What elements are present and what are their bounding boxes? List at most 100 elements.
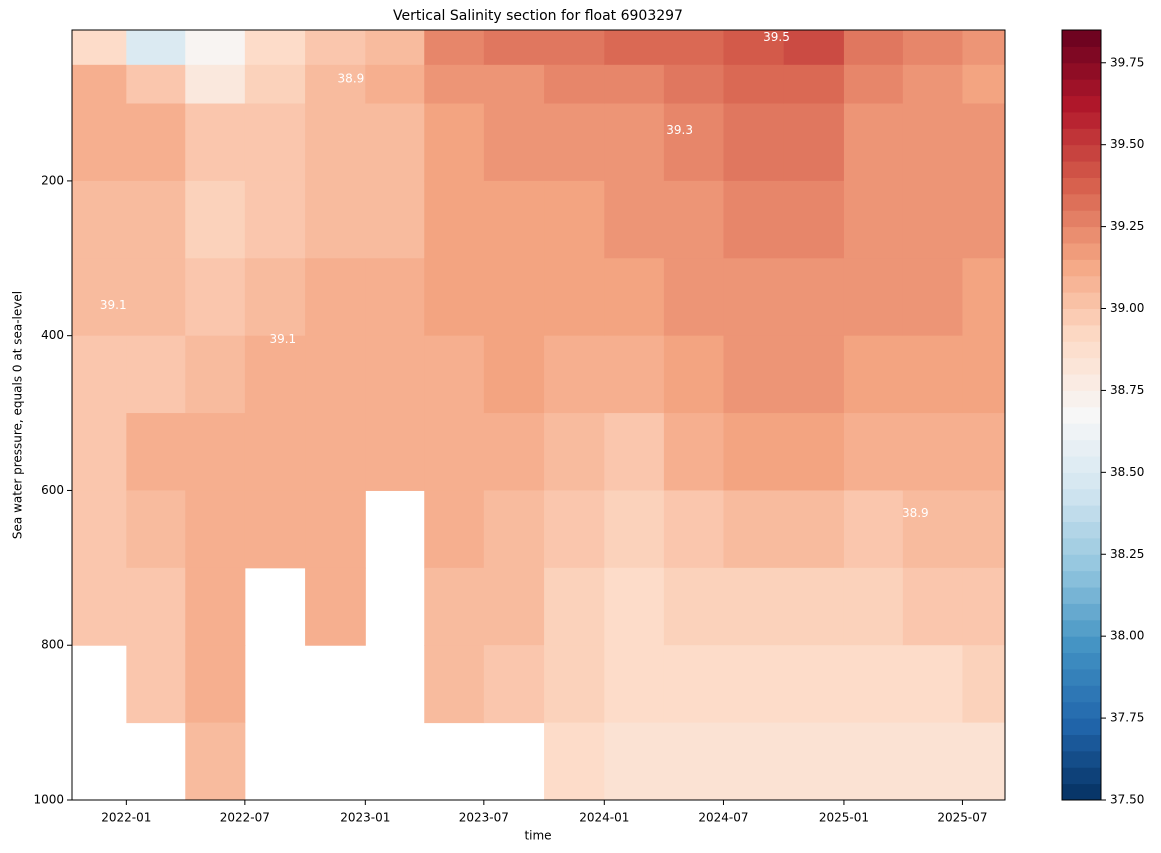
field-cell: [544, 103, 605, 182]
field-cell: [843, 567, 904, 646]
colorbar-band: [1062, 177, 1101, 195]
y-tick-label: 800: [41, 638, 64, 652]
field-cell: [544, 490, 605, 569]
field-cell: [483, 413, 545, 491]
y-tick-label: 200: [41, 173, 64, 187]
colorbar-band: [1062, 587, 1101, 604]
colorbar-band: [1062, 62, 1101, 80]
field-cell: [72, 413, 127, 491]
colorbar-tick-label: 39.50: [1110, 137, 1144, 151]
field-cell: [126, 103, 186, 182]
field-cell: [424, 30, 485, 66]
colorbar-band: [1062, 488, 1101, 506]
field-cell: [663, 567, 724, 646]
colorbar-band: [1062, 144, 1101, 162]
contour-label: 39.1: [100, 298, 127, 312]
field-cell: [126, 30, 186, 66]
field-cell: [126, 258, 186, 337]
field-cell: [723, 413, 785, 491]
colorbar-band: [1062, 423, 1101, 441]
field-cell: [902, 722, 963, 801]
field-cell: [244, 64, 306, 105]
field-cell: [783, 258, 845, 337]
field-cell: [424, 258, 485, 337]
colorbar-tick-label: 37.50: [1110, 793, 1144, 807]
colorbar-band: [1062, 668, 1101, 686]
colorbar-band: [1062, 701, 1101, 719]
field-cell: [544, 413, 605, 491]
field-cell: [902, 335, 963, 414]
field-cell: [663, 490, 724, 569]
field-cell: [185, 490, 246, 569]
colorbar-tick-label: 39.25: [1110, 219, 1144, 233]
field-cell: [663, 258, 724, 337]
field-cell: [126, 180, 186, 259]
field-cell: [72, 30, 127, 66]
field-cell: [544, 258, 605, 337]
field-cell: [185, 567, 246, 646]
field-cell: [185, 180, 246, 259]
colorbar-band: [1062, 161, 1101, 178]
field-cell: [424, 180, 485, 259]
colorbar-tick-label: 39.75: [1110, 55, 1144, 69]
colorbar-band: [1062, 390, 1101, 408]
field-cell: [783, 335, 845, 414]
field-cell: [783, 30, 845, 66]
field-cell: [72, 103, 127, 182]
field-cell: [604, 490, 665, 569]
field-cell: [604, 258, 665, 337]
field-cell: [663, 103, 724, 182]
colorbar-band: [1062, 472, 1101, 490]
field-cell: [604, 645, 665, 724]
field-cell: [365, 103, 425, 182]
field-cell: [902, 64, 963, 105]
field-cell: [483, 30, 545, 66]
field-cell: [244, 258, 306, 337]
field-cell: [185, 335, 246, 414]
field-cell: [72, 180, 127, 259]
field-cell: [544, 645, 605, 724]
field-cell: [72, 490, 127, 569]
field-cell: [902, 30, 963, 66]
field-cell: [483, 64, 545, 105]
field-cell: [185, 722, 246, 801]
field-cell: [723, 103, 785, 182]
colorbar-band: [1062, 79, 1101, 97]
field-cell: [365, 180, 425, 259]
field-cell: [604, 30, 665, 66]
x-tick-label: 2025-07: [937, 811, 987, 825]
field-cell: [424, 413, 485, 491]
field-cell: [604, 413, 665, 491]
field-cell: [604, 722, 665, 801]
field-cell: [244, 490, 306, 569]
colorbar-band: [1062, 292, 1101, 310]
field-cell: [544, 722, 605, 801]
y-tick-label: 1000: [33, 793, 64, 807]
field-cell: [723, 180, 785, 259]
field-cell: [783, 490, 845, 569]
field-cell: [544, 180, 605, 259]
field-cell: [305, 103, 366, 182]
chart-title: Vertical Salinity section for float 6903…: [393, 8, 683, 24]
field-cell: [544, 64, 605, 105]
field-cell: [544, 567, 605, 646]
y-tick-label: 400: [41, 328, 64, 342]
field-cell: [962, 258, 1006, 337]
field-cell: [843, 258, 904, 337]
field-cell: [483, 335, 545, 414]
colorbar-band: [1062, 783, 1101, 801]
field-cell: [424, 64, 485, 105]
field-cell: [365, 413, 425, 491]
field-cell: [544, 30, 605, 66]
field-cell: [483, 645, 545, 724]
colorbar-band: [1062, 111, 1101, 129]
field-cell: [962, 30, 1006, 66]
field-cell: [305, 413, 366, 491]
colorbar-band: [1062, 259, 1101, 277]
field-cell: [843, 103, 904, 182]
field-cell: [663, 645, 724, 724]
field-cell: [843, 64, 904, 105]
x-tick-label: 2025-01: [819, 811, 869, 825]
colorbar-tick-label: 39.00: [1110, 301, 1144, 315]
